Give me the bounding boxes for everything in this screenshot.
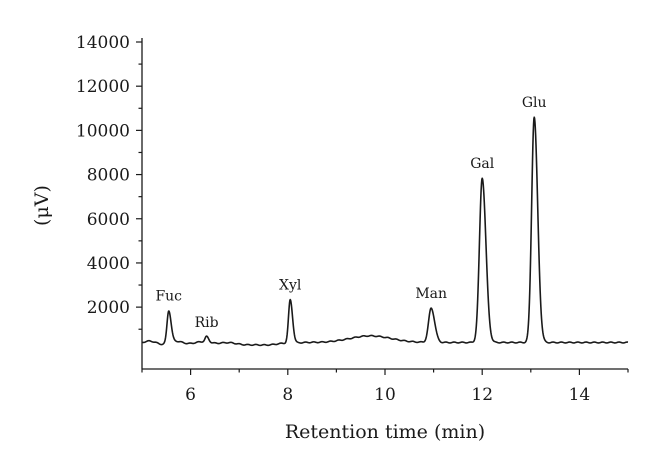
- peak-label-rib: Rib: [195, 315, 219, 331]
- x-tick-label: 14: [569, 385, 591, 405]
- chromatogram-trace: [141, 116, 629, 347]
- y-axis-title: (μV): [31, 185, 53, 226]
- y-tick-label: 2000: [87, 298, 130, 318]
- peak-label-gal: Gal: [470, 156, 495, 172]
- peak-labels: Fuc Rib Xyl Man Gal Glu: [155, 95, 546, 331]
- y-ticks: 2000 4000 6000 8000 10000 12000 14000: [76, 33, 142, 330]
- x-tick-label: 12: [471, 385, 493, 405]
- peak-label-glu: Glu: [522, 95, 547, 111]
- peak-label-xyl: Xyl: [279, 277, 302, 293]
- y-tick-label: 8000: [87, 166, 130, 186]
- x-tick-label: 8: [282, 385, 293, 405]
- peak-label-fuc: Fuc: [155, 288, 182, 304]
- x-tick-label: 10: [374, 385, 396, 405]
- x-axis-title: Retention time (min): [285, 421, 485, 443]
- x-ticks: 6 8 10 12 14: [141, 369, 629, 405]
- x-tick-label: 6: [185, 385, 196, 405]
- y-tick-label: 6000: [87, 210, 130, 230]
- y-tick-label: 12000: [76, 77, 130, 97]
- y-tick-label: 10000: [76, 121, 130, 141]
- y-tick-label: 4000: [87, 254, 130, 274]
- y-tick-label: 14000: [76, 33, 130, 53]
- peak-label-man: Man: [415, 286, 447, 302]
